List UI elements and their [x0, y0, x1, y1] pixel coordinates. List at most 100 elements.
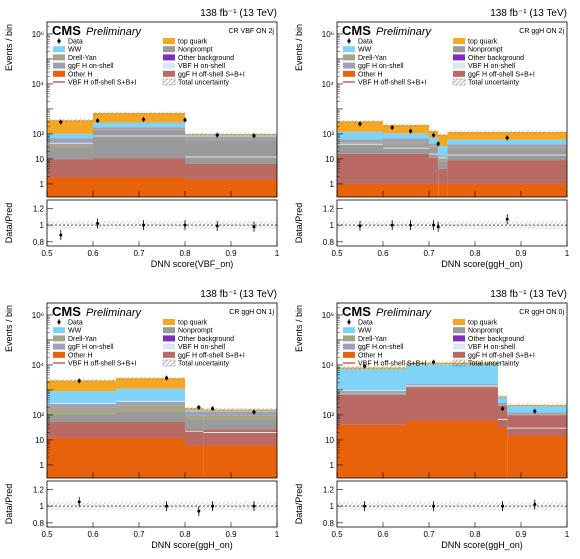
ratio-point	[432, 223, 436, 227]
preliminary-label: Preliminary	[86, 26, 143, 38]
stack-bar	[507, 405, 567, 413]
x-tick-label: 1	[565, 530, 570, 539]
stack-bar	[93, 129, 185, 132]
stack-bar	[383, 142, 429, 146]
data-point	[252, 410, 256, 414]
legend-item: ggF H on-shell	[53, 62, 114, 70]
legend-label: Drell-Yan	[358, 55, 387, 62]
legend-item: ggF H on-shell	[53, 343, 114, 351]
stack-bar	[47, 413, 116, 423]
legend-item: ggF H off-shell S+B+I	[453, 70, 535, 78]
legend-label: WW	[358, 47, 372, 54]
stack-bar	[93, 113, 185, 123]
legend-item: Nonprompt	[163, 46, 213, 54]
legend-swatch	[343, 70, 355, 77]
stack-bar	[47, 138, 93, 145]
ratio-frame	[336, 480, 568, 528]
x-axis-label: DNN score(ggH_on)	[441, 540, 523, 550]
legend-item: Nonprompt	[163, 327, 213, 335]
uncertainty-band	[47, 378, 116, 382]
stack-bar	[383, 133, 429, 139]
legend-item: Total uncertainty	[452, 78, 519, 87]
ratio-point	[358, 224, 362, 228]
legend-label: VBF H off-shell S+B+I	[358, 80, 426, 87]
y-tick-label: 10⁶	[32, 311, 44, 320]
stack-bar	[337, 131, 383, 140]
legend-label: VBF H off-shell S+B+I	[68, 80, 136, 87]
legend: Data top quark WW Nonprompt Drell-Yan Other b…	[53, 38, 245, 87]
stack-bar	[498, 403, 508, 405]
data-point	[165, 376, 169, 380]
stack-bar	[47, 159, 93, 178]
data-point	[501, 406, 505, 411]
x-tick-label: 0.6	[377, 249, 389, 258]
legend-swatch	[343, 351, 355, 358]
legend-swatch	[53, 54, 65, 61]
stack-bar	[185, 136, 277, 140]
legend-swatch	[53, 46, 65, 53]
y-tick-label: 10	[35, 155, 44, 164]
legend-label: ggF H on-shell	[358, 344, 404, 351]
x-tick-label: 0.7	[133, 530, 145, 539]
ratio-axis-label: Data/Pred	[4, 484, 14, 525]
stack-bar	[337, 394, 406, 425]
stack-bar	[337, 145, 383, 154]
data-point	[197, 405, 201, 410]
data-point	[363, 364, 367, 368]
legend-item: ggF H on-shell	[343, 343, 404, 351]
stack-bar	[47, 147, 93, 160]
legend-label: Nonprompt	[178, 47, 213, 54]
legend-item: top quark	[453, 319, 498, 327]
ratio-point	[252, 504, 256, 508]
y-tick-label: 10²	[32, 411, 44, 420]
legend-swatch	[53, 327, 65, 334]
stack-bar	[203, 415, 277, 420]
uncertainty-band	[383, 123, 429, 127]
stack-bar	[498, 404, 508, 406]
stack-bar	[185, 140, 277, 164]
stack-bar	[47, 380, 116, 392]
data-point	[77, 379, 81, 383]
stack-bar	[438, 145, 448, 157]
ratio-y-tick-label: 1.2	[33, 485, 45, 494]
y-tick-label: 1	[330, 180, 335, 189]
y-axis-label: Events / bin	[294, 24, 304, 71]
panel-2: 1 10 10² 10⁴ 10⁶ Data top quark WW Nonprompt Drel…	[294, 8, 570, 269]
stack-bar	[93, 122, 185, 128]
ratio-point	[432, 504, 436, 508]
stack-bar	[93, 177, 185, 197]
stack-bar	[47, 437, 116, 478]
uncertainty-band	[47, 118, 93, 122]
cms-label: CMS	[52, 23, 81, 38]
stack-bar	[185, 445, 204, 478]
uncertainty-band	[498, 394, 508, 398]
legend-item: top quark	[453, 38, 498, 46]
ratio-frame	[46, 199, 278, 247]
legend-swatch	[163, 70, 175, 77]
stack-bar	[185, 163, 277, 180]
stack-bar	[429, 143, 439, 147]
legend-item: WW	[53, 327, 82, 335]
legend-item: Other background	[453, 54, 524, 62]
data-point	[59, 120, 63, 124]
x-tick-label: 0.9	[515, 530, 527, 539]
stack-bar	[47, 391, 116, 404]
legend-label: top quark	[468, 39, 498, 46]
stack-group	[337, 119, 567, 197]
uncertainty-band	[337, 119, 383, 123]
legend-label: Total uncertainty	[468, 80, 519, 87]
region-label: CR ggH ON 1j	[229, 309, 274, 316]
stack-bar	[93, 131, 185, 159]
preliminary-label: Preliminary	[376, 307, 433, 319]
legend-swatch	[453, 62, 465, 69]
legend-label: Other background	[468, 336, 524, 343]
legend: Data top quark WW Nonprompt Drell-Yan Other b…	[343, 38, 535, 87]
legend-label: top quark	[178, 39, 208, 46]
stack-bar	[47, 144, 93, 148]
x-axis-label: DNN score(ggH_on)	[151, 540, 233, 550]
ratio-y-tick-label: 0.8	[33, 238, 45, 247]
stack-bar	[406, 384, 498, 387]
x-axis-label: DNN score(ggH_on)	[441, 259, 523, 269]
legend-swatch	[453, 343, 465, 350]
cms-label: CMS	[342, 23, 371, 38]
